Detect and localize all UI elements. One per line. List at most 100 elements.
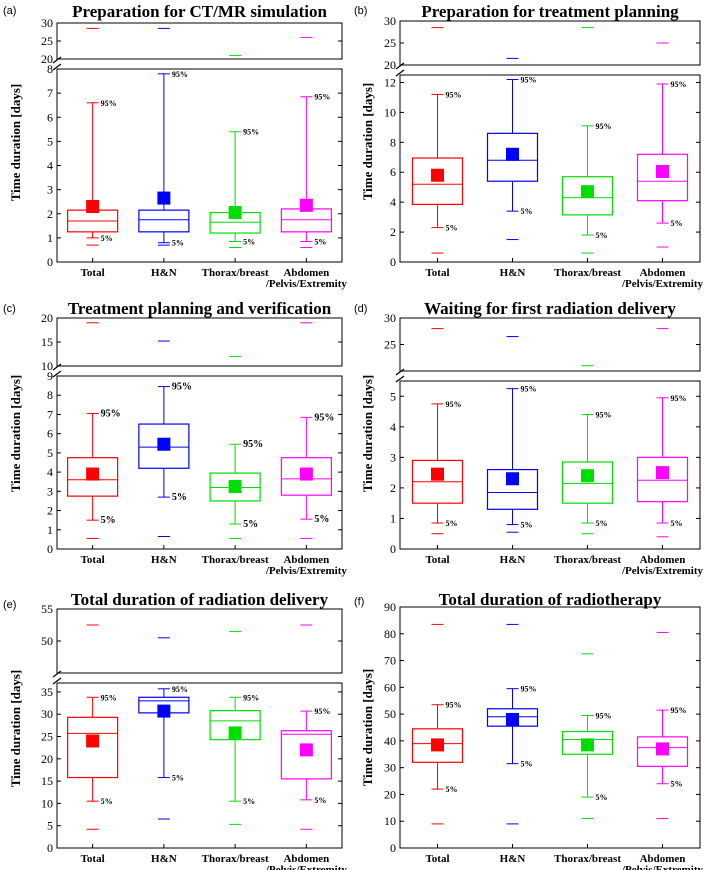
chart-title: Preparation for treatment planning (421, 2, 679, 21)
category-label: Abdomen/Pelvis/Extremity (265, 267, 348, 290)
iqr-box (67, 716, 119, 779)
category-label: Thorax/breast (202, 267, 269, 279)
y-tick-label-lower: 0 (47, 255, 53, 269)
percentile-95-label: 95% (101, 99, 117, 108)
mean-marker (506, 472, 519, 486)
mean-marker (431, 738, 444, 752)
y-axis-label: Time duration [days] (360, 375, 375, 493)
mean-marker (228, 206, 242, 220)
y-tick-label-upper: 30 (41, 16, 53, 30)
mean-marker (506, 712, 519, 726)
y-tick-label-upper: 30 (384, 311, 396, 325)
percentile-95-label: 95% (671, 80, 687, 89)
chart-title: Total duration of radiotherapy (439, 590, 662, 609)
mean-marker (157, 704, 171, 718)
iqr-box (411, 728, 464, 763)
chart-title: Waiting for first radiation delivery (424, 299, 676, 318)
y-tick-label-lower: 3 (390, 450, 396, 464)
panel-label: (f) (354, 596, 364, 608)
percentile-5-label: 5% (521, 760, 533, 769)
percentile-5-label: 5% (446, 785, 458, 794)
y-tick-label-lower: 90 (384, 600, 396, 614)
category-label: Abdomen/Pelvis/Extremity (621, 267, 704, 290)
percentile-5-label: 5% (671, 219, 683, 228)
percentile-95-label: 95% (521, 385, 537, 394)
mean-marker (228, 480, 242, 494)
y-tick-label-lower: 10 (384, 814, 396, 828)
box-group: 95% 5% Total (411, 623, 464, 865)
box-group: 95% 5% H&N (486, 336, 539, 566)
iqr-box (561, 176, 614, 216)
percentile-95-label: 95% (446, 400, 462, 409)
category-label: Abdomen/Pelvis/Extremity (265, 853, 348, 870)
y-tick-label-lower: 5 (390, 389, 396, 403)
box-group: 95% 5% Thorax/breast (554, 653, 621, 865)
y-tick-label-lower: 3 (47, 484, 53, 498)
percentile-95-label: 95% (314, 93, 330, 102)
percentile-5-label: 5% (521, 207, 533, 216)
y-tick-label-lower: 0 (390, 542, 396, 556)
axis-break-mark (52, 370, 62, 378)
percentile-95-label: 95% (243, 128, 259, 137)
panel-6: (f) Total duration of radiotherapy 0 10 20 30… (354, 590, 704, 870)
percentile-95-label: 95% (446, 701, 462, 710)
category-label: Thorax/breast (554, 853, 621, 865)
iqr-box (561, 730, 614, 755)
iqr-box (486, 132, 539, 182)
panel-label: (d) (354, 303, 367, 315)
y-tick-label-lower: 4 (47, 465, 53, 479)
iqr-box (280, 208, 332, 233)
y-tick-label-upper: 20 (384, 58, 396, 72)
percentile-5-label: 5% (596, 519, 608, 528)
percentile-5-label: 5% (671, 780, 683, 789)
iqr-box (209, 710, 261, 741)
box-group: 95% 5% Total (67, 322, 121, 566)
percentile-5-label: 5% (172, 774, 184, 783)
y-tick-label-lower: 6 (390, 165, 396, 179)
y-axis-label: Time duration [days] (8, 84, 23, 202)
y-tick-label-upper: 25 (384, 36, 396, 50)
y-tick-label-upper: 15 (41, 335, 53, 349)
box-group: 95% 5% Thorax/breast (554, 27, 621, 279)
y-axis-label: Time duration [days] (360, 83, 375, 201)
mean-marker (656, 164, 669, 178)
box-group: 95% 5% H&N (138, 27, 190, 279)
percentile-5-label: 5% (671, 519, 683, 528)
y-tick-label-upper: 25 (41, 34, 53, 48)
plot-frame-lower (56, 375, 343, 550)
mean-marker (86, 200, 100, 214)
category-label: H&N (151, 853, 177, 865)
y-tick-label-lower: 7 (47, 86, 53, 100)
category-label: H&N (151, 267, 177, 279)
y-tick-label-lower: 80 (384, 627, 396, 641)
plot-frame-upper (56, 22, 343, 60)
mean-marker (157, 191, 171, 205)
y-tick-label-lower: 50 (384, 707, 396, 721)
iqr-box (636, 456, 689, 503)
panel-3: (c) Treatment planning and verification 0 1… (3, 299, 347, 577)
box-group: 95% 5% H&N (138, 637, 190, 865)
percentile-5-label: 5% (101, 515, 116, 526)
y-tick-label-lower: 1 (47, 231, 53, 245)
category-label: Total (425, 267, 449, 279)
percentile-5-label: 5% (596, 231, 608, 240)
box-group: 95% 5% Thorax/breast (202, 355, 269, 566)
category-label: H&N (500, 853, 526, 865)
category-label: H&N (151, 554, 177, 566)
category-label: Total (425, 853, 449, 865)
iqr-box (636, 153, 689, 202)
plot-frame-upper (399, 20, 701, 66)
plot-frame-upper (56, 317, 343, 367)
y-tick-label-lower: 1 (390, 511, 396, 525)
plot-frame-lower (399, 606, 701, 849)
panel-label: (c) (3, 303, 16, 315)
iqr-box (636, 736, 689, 767)
mean-marker (299, 198, 313, 212)
y-tick-label-upper: 50 (41, 634, 53, 648)
mean-marker (228, 726, 242, 740)
panel-5: (e) Total duration of radiation delivery 0… (3, 590, 347, 870)
percentile-95-label: 95% (521, 75, 537, 84)
mean-marker (431, 467, 444, 481)
y-axis-label: Time duration [days] (8, 375, 23, 493)
percentile-95-label: 95% (101, 408, 121, 419)
